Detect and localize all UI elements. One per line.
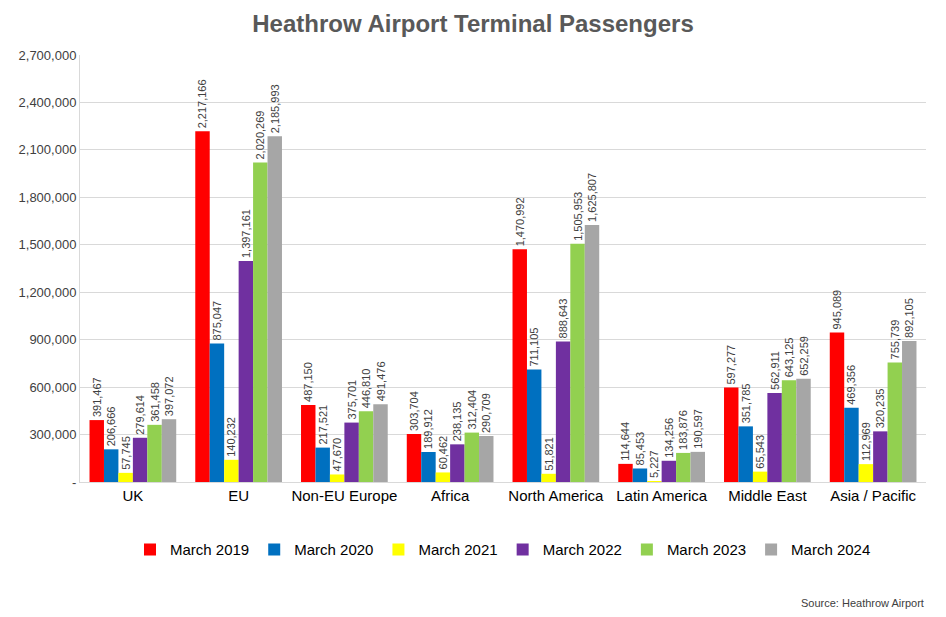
svg-text:March 2019: March 2019 xyxy=(170,541,249,558)
svg-text:900,000: 900,000 xyxy=(29,332,76,347)
svg-text:2,020,269: 2,020,269 xyxy=(254,111,266,160)
svg-text:UK: UK xyxy=(122,487,143,504)
svg-text:446,810: 446,810 xyxy=(360,369,372,409)
svg-text:945,089: 945,089 xyxy=(831,290,843,330)
svg-text:303,704: 303,704 xyxy=(408,391,420,431)
svg-text:755,739: 755,739 xyxy=(889,320,901,360)
svg-text:47,670: 47,670 xyxy=(331,438,343,472)
svg-text:206,666: 206,666 xyxy=(105,407,117,447)
svg-text:491,476: 491,476 xyxy=(375,362,387,402)
svg-text:North America: North America xyxy=(508,487,604,504)
svg-text:March 2021: March 2021 xyxy=(418,541,497,558)
svg-text:600,000: 600,000 xyxy=(29,380,76,395)
svg-text:189,912: 189,912 xyxy=(422,409,434,449)
svg-text:Heathrow Airport Terminal Pass: Heathrow Airport Terminal Passengers xyxy=(252,10,693,37)
svg-text:March 2024: March 2024 xyxy=(791,541,870,558)
svg-text:888,643: 888,643 xyxy=(557,299,569,339)
svg-text:Source: Heathrow Airport: Source: Heathrow Airport xyxy=(801,597,924,609)
svg-text:1,625,807: 1,625,807 xyxy=(586,173,598,222)
svg-text:217,521: 217,521 xyxy=(317,405,329,445)
svg-text:85,453: 85,453 xyxy=(634,432,646,466)
svg-text:312,404: 312,404 xyxy=(466,390,478,430)
svg-text:112,969: 112,969 xyxy=(860,422,872,461)
svg-text:320,235: 320,235 xyxy=(874,389,886,429)
svg-text:1,505,953: 1,505,953 xyxy=(572,192,584,241)
svg-text:351,785: 351,785 xyxy=(740,384,752,424)
svg-text:51,821: 51,821 xyxy=(543,437,555,471)
svg-text:375,701: 375,701 xyxy=(346,380,358,420)
svg-text:65,543: 65,543 xyxy=(754,435,766,469)
svg-text:-: - xyxy=(72,475,76,490)
svg-text:Asia / Pacific: Asia / Pacific xyxy=(830,487,916,504)
svg-text:562,911: 562,911 xyxy=(769,351,781,390)
svg-text:391,467: 391,467 xyxy=(91,377,103,417)
svg-text:597,277: 597,277 xyxy=(725,345,737,385)
svg-text:469,356: 469,356 xyxy=(845,365,857,405)
svg-text:711,105: 711,105 xyxy=(528,328,540,367)
svg-text:643,125: 643,125 xyxy=(783,338,795,378)
svg-text:875,047: 875,047 xyxy=(211,301,223,341)
svg-text:1,200,000: 1,200,000 xyxy=(19,285,77,300)
svg-text:892,105: 892,105 xyxy=(903,298,915,338)
svg-text:57,745: 57,745 xyxy=(120,436,132,470)
svg-text:487,150: 487,150 xyxy=(302,362,314,402)
svg-text:300,000: 300,000 xyxy=(29,427,76,442)
svg-text:Africa: Africa xyxy=(431,487,470,504)
svg-text:238,135: 238,135 xyxy=(451,402,463,442)
svg-text:Middle East: Middle East xyxy=(728,487,807,504)
svg-text:March 2020: March 2020 xyxy=(294,541,373,558)
svg-text:397,072: 397,072 xyxy=(163,376,175,416)
svg-text:190,597: 190,597 xyxy=(692,409,704,449)
svg-text:March 2023: March 2023 xyxy=(667,541,746,558)
svg-text:1,397,161: 1,397,161 xyxy=(240,209,252,258)
svg-text:1,500,000: 1,500,000 xyxy=(19,237,77,252)
svg-text:EU: EU xyxy=(228,487,249,504)
svg-text:1,800,000: 1,800,000 xyxy=(19,190,77,205)
svg-text:114,644: 114,644 xyxy=(619,422,631,461)
svg-text:2,185,993: 2,185,993 xyxy=(269,84,281,133)
svg-text:2,100,000: 2,100,000 xyxy=(19,142,77,157)
svg-text:134,256: 134,256 xyxy=(663,418,675,458)
svg-text:2,217,166: 2,217,166 xyxy=(196,79,208,128)
svg-text:Latin America: Latin America xyxy=(616,487,708,504)
svg-text:5,227: 5,227 xyxy=(648,450,660,478)
svg-text:652,259: 652,259 xyxy=(798,336,810,376)
svg-text:Non-EU Europe: Non-EU Europe xyxy=(291,487,397,504)
svg-text:290,709: 290,709 xyxy=(480,393,492,433)
svg-text:1,470,992: 1,470,992 xyxy=(514,197,526,246)
svg-text:361,458: 361,458 xyxy=(149,382,161,422)
svg-text:279,614: 279,614 xyxy=(134,395,146,435)
svg-text:60,462: 60,462 xyxy=(437,436,449,470)
svg-text:2,400,000: 2,400,000 xyxy=(19,95,77,110)
svg-text:March 2022: March 2022 xyxy=(543,541,622,558)
svg-text:140,232: 140,232 xyxy=(225,417,237,457)
svg-text:183,876: 183,876 xyxy=(677,410,689,450)
svg-text:2,700,000: 2,700,000 xyxy=(19,48,77,63)
